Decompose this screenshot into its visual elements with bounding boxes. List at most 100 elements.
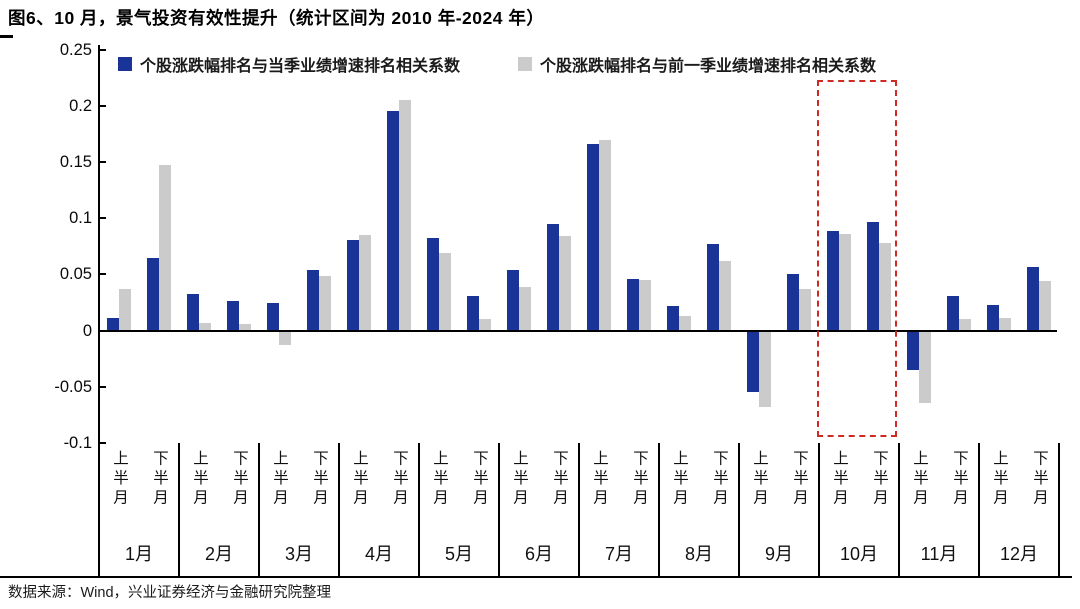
- y-axis-tick: [99, 385, 106, 388]
- month-separator: [977, 443, 980, 577]
- x-axis-month-label: 6月: [524, 544, 553, 564]
- bar-previous-5月下半月: [479, 319, 491, 331]
- x-axis-month-label: 12月: [999, 544, 1039, 564]
- x-axis-half-month-label: 下半月: [1031, 450, 1048, 509]
- x-axis-month-label: 10月: [839, 544, 879, 564]
- month-separator: [897, 443, 900, 577]
- bar-current-4月上半月: [347, 239, 359, 331]
- y-axis-tick: [99, 442, 106, 444]
- y-axis-tick: [99, 161, 106, 163]
- highlight-rect: [817, 80, 897, 437]
- bar-previous-11月上半月: [919, 330, 931, 403]
- bar-previous-7月下半月: [639, 280, 651, 331]
- y-axis-tick-label: 0.25: [59, 40, 92, 59]
- y-axis-tick-label: 0: [82, 321, 92, 340]
- legend-item-previous-quarter: 个股涨跌幅排名与前一季业绩增速排名相关系数: [518, 52, 876, 76]
- bar-current-12月上半月: [987, 304, 999, 331]
- bar-current-5月下半月: [467, 295, 479, 331]
- bar-current-5月上半月: [427, 238, 439, 331]
- bar-current-11月下半月: [947, 295, 959, 331]
- x-axis-month-label: 9月: [764, 544, 793, 564]
- bar-current-1月上半月: [107, 318, 119, 331]
- bar-current-2月下半月: [227, 301, 239, 331]
- month-separator: [257, 443, 260, 577]
- bar-previous-6月上半月: [519, 286, 531, 331]
- x-axis-month-label: 5月: [444, 544, 473, 564]
- x-axis-half-month-label: 下半月: [631, 450, 648, 509]
- y-axis-tick-label: 0.15: [59, 153, 92, 171]
- x-axis-half-month-label: 上半月: [431, 450, 448, 509]
- bar-previous-1月下半月: [159, 165, 171, 331]
- bar-current-1月下半月: [147, 257, 159, 331]
- bar-previous-9月上半月: [759, 330, 771, 408]
- x-axis-half-month-label: 上半月: [591, 450, 608, 509]
- y-axis-tick: [99, 48, 106, 51]
- y-axis-tick-label: 0.2: [69, 96, 92, 115]
- bar-previous-6月下半月: [559, 236, 571, 331]
- month-separator: [177, 443, 180, 577]
- legend-swatch-previous-quarter-icon: [518, 57, 533, 71]
- x-axis-half-month-label: 下半月: [471, 450, 488, 509]
- x-axis-half-month-label: 下半月: [231, 450, 248, 509]
- bar-previous-7月上半月: [599, 139, 611, 331]
- y-axis-tick: [99, 104, 106, 107]
- x-axis-half-month-label: 上半月: [511, 450, 528, 509]
- x-axis-half-month-label: 上半月: [271, 450, 288, 509]
- bar-current-9月上半月: [747, 330, 759, 393]
- bar-current-6月上半月: [507, 269, 519, 331]
- x-axis-half-month-label: 上半月: [191, 450, 208, 509]
- bar-previous-4月下半月: [399, 100, 411, 331]
- y-axis-tick: [99, 273, 106, 276]
- bar-previous-11月下半月: [959, 319, 971, 331]
- title-underline-mark: [0, 35, 13, 38]
- legend-swatch-current-quarter-icon: [118, 57, 132, 71]
- x-axis-half-month-label: 下半月: [791, 450, 808, 509]
- bar-previous-9月下半月: [799, 289, 811, 331]
- month-separator: [577, 443, 580, 577]
- x-axis-half-month-label: 下半月: [391, 450, 408, 509]
- month-separator: [817, 443, 820, 577]
- bar-current-9月下半月: [787, 274, 799, 331]
- bar-previous-8月下半月: [719, 260, 731, 331]
- y-axis-tick-label: 0.1: [69, 209, 92, 228]
- y-axis-line: [97, 45, 100, 577]
- legend-label-current-quarter: 个股涨跌幅排名与当季业绩增速排名相关系数: [140, 58, 461, 75]
- bar-previous-2月下半月: [239, 323, 251, 331]
- x-axis-half-month-label: 下半月: [311, 450, 328, 509]
- bar-current-12月下半月: [1027, 266, 1039, 331]
- bar-current-8月下半月: [707, 244, 719, 331]
- bar-previous-12月上半月: [999, 318, 1011, 331]
- bar-current-7月上半月: [587, 144, 599, 331]
- source-note: 数据来源：Wind，兴业证券经济与金融研究院整理: [8, 585, 332, 601]
- bar-current-8月上半月: [667, 305, 679, 331]
- zero-line: [99, 329, 1057, 332]
- x-axis-month-label: 3月: [284, 544, 313, 564]
- x-axis-month-label: 4月: [364, 544, 393, 564]
- x-axis-half-month-label: 上半月: [751, 450, 768, 509]
- bar-previous-5月上半月: [439, 253, 451, 331]
- bar-previous-4月上半月: [359, 235, 371, 331]
- month-separator: [657, 443, 660, 577]
- month-separator: [737, 443, 740, 577]
- legend-item-current-quarter: 个股涨跌幅排名与当季业绩增速排名相关系数: [118, 52, 460, 76]
- x-axis-half-month-label: 下半月: [711, 450, 728, 509]
- y-axis-tick-label: -0.05: [54, 377, 92, 396]
- bar-previous-1月上半月: [119, 289, 131, 331]
- bar-previous-10月下半月: [879, 242, 891, 331]
- bar-current-3月下半月: [307, 269, 319, 331]
- bar-current-2月上半月: [187, 293, 199, 331]
- month-separator: [497, 443, 500, 577]
- x-axis-half-month-label: 上半月: [671, 450, 688, 509]
- y-axis-tick-label: -0.1: [63, 434, 92, 452]
- x-axis-month-label: 8月: [684, 544, 713, 564]
- bar-current-7月下半月: [627, 278, 639, 331]
- bar-current-4月下半月: [387, 111, 399, 331]
- bar-previous-3月下半月: [319, 275, 331, 331]
- x-axis-half-month-label: 下半月: [151, 450, 168, 509]
- bar-current-11月上半月: [907, 330, 919, 370]
- x-axis-month-label: 2月: [204, 544, 233, 564]
- y-axis-tick: [99, 217, 106, 220]
- bar-current-3月上半月: [267, 302, 279, 331]
